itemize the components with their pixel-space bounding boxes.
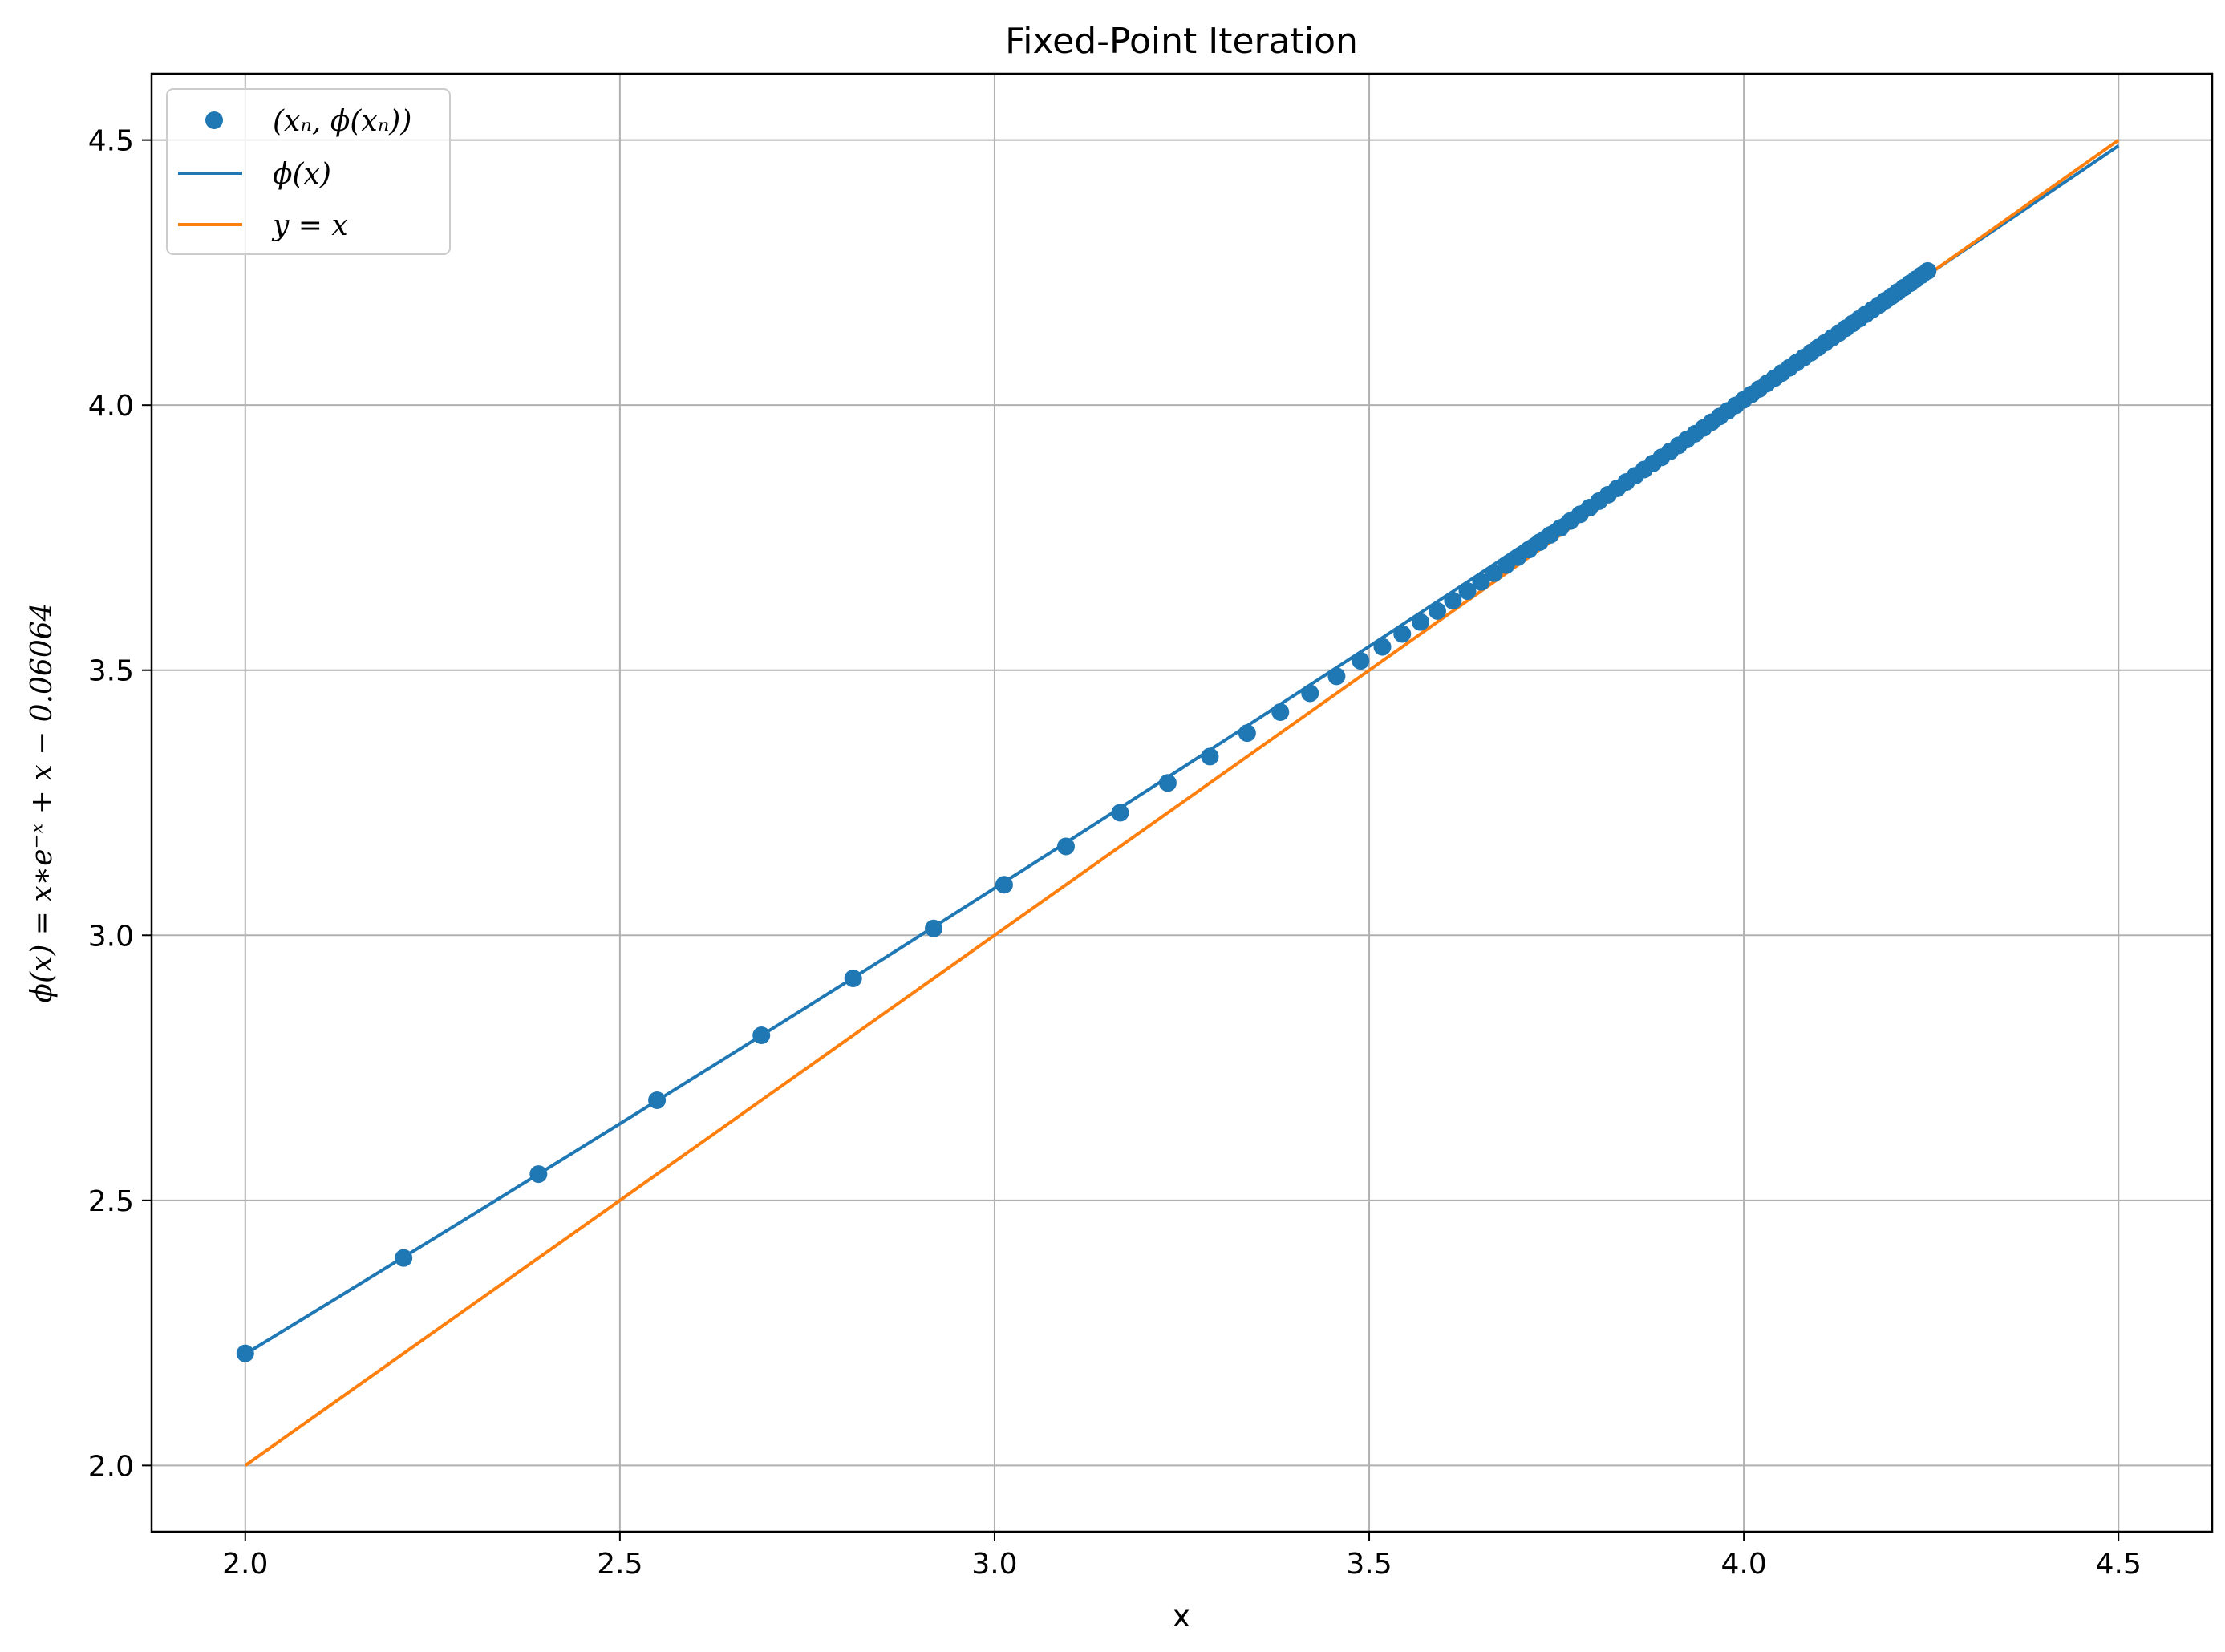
iterate-point (1158, 774, 1177, 792)
iterate-point (1111, 804, 1129, 822)
iterate-point (752, 1026, 771, 1045)
y-tick-label: 3.5 (88, 655, 134, 688)
x-tick-label: 2.0 (222, 1548, 268, 1581)
legend: (xₙ, ϕ(xₙ)) ϕ(x) y = x (166, 88, 451, 255)
legend-box (166, 88, 451, 255)
y-tick-label: 4.5 (88, 125, 134, 158)
y-axis-title: ϕ(x) = x∗e⁻ˣ + x − 0.06064 (26, 602, 59, 1002)
legend-label-identity: y = x (271, 209, 348, 242)
axes-frame (150, 72, 2214, 1533)
x-tick-label: 4.0 (1721, 1548, 1767, 1581)
iterate-point (395, 1249, 413, 1267)
iterate-point (1444, 592, 1462, 610)
legend-marker-iterates (205, 111, 223, 129)
x-axis-title: x (1173, 1599, 1190, 1634)
y-tick-label: 2.0 (88, 1450, 134, 1483)
iterate-point (1428, 601, 1446, 620)
iterate-point (1393, 625, 1412, 643)
iterate-point (1919, 261, 1937, 280)
legend-label-phi: ϕ(x) (273, 158, 331, 191)
y-tick-label: 2.5 (88, 1185, 134, 1218)
iterate-point (1201, 747, 1219, 766)
iterate-point (1352, 652, 1370, 670)
iterate-point (1271, 703, 1290, 721)
iterate-point (1056, 837, 1075, 856)
iterate-point (995, 876, 1013, 894)
iterate-point (1411, 613, 1429, 631)
iterate-point (1458, 582, 1477, 601)
iterate-point (1327, 667, 1346, 686)
x-tick-label: 2.5 (597, 1548, 642, 1581)
x-tick-label: 3.0 (971, 1548, 1017, 1581)
legend-label-iterates: (xₙ, ϕ(xₙ)) (273, 105, 411, 138)
chart-title: Fixed-Point Iteration (1005, 21, 1358, 62)
iterate-point (648, 1091, 667, 1110)
iterate-point (236, 1344, 254, 1362)
iterate-point (844, 970, 862, 988)
y-tick-label: 4.0 (88, 390, 134, 423)
iterate-point (925, 919, 943, 937)
iterate-point (1301, 684, 1319, 703)
iterate-point (1373, 638, 1392, 656)
y-axis: 2.0 2.5 3.0 3.5 4.0 4.5 (88, 125, 152, 1483)
iterate-point (529, 1165, 548, 1184)
x-tick-label: 4.5 (2096, 1548, 2142, 1581)
x-tick-label: 3.5 (1346, 1548, 1392, 1581)
x-axis: 2.0 2.5 3.0 3.5 4.0 4.5 (222, 1532, 2142, 1581)
iterate-point (1238, 724, 1256, 743)
y-tick-label: 3.0 (88, 920, 134, 953)
iterate-point (1472, 573, 1490, 591)
plot-area (236, 139, 2120, 1467)
